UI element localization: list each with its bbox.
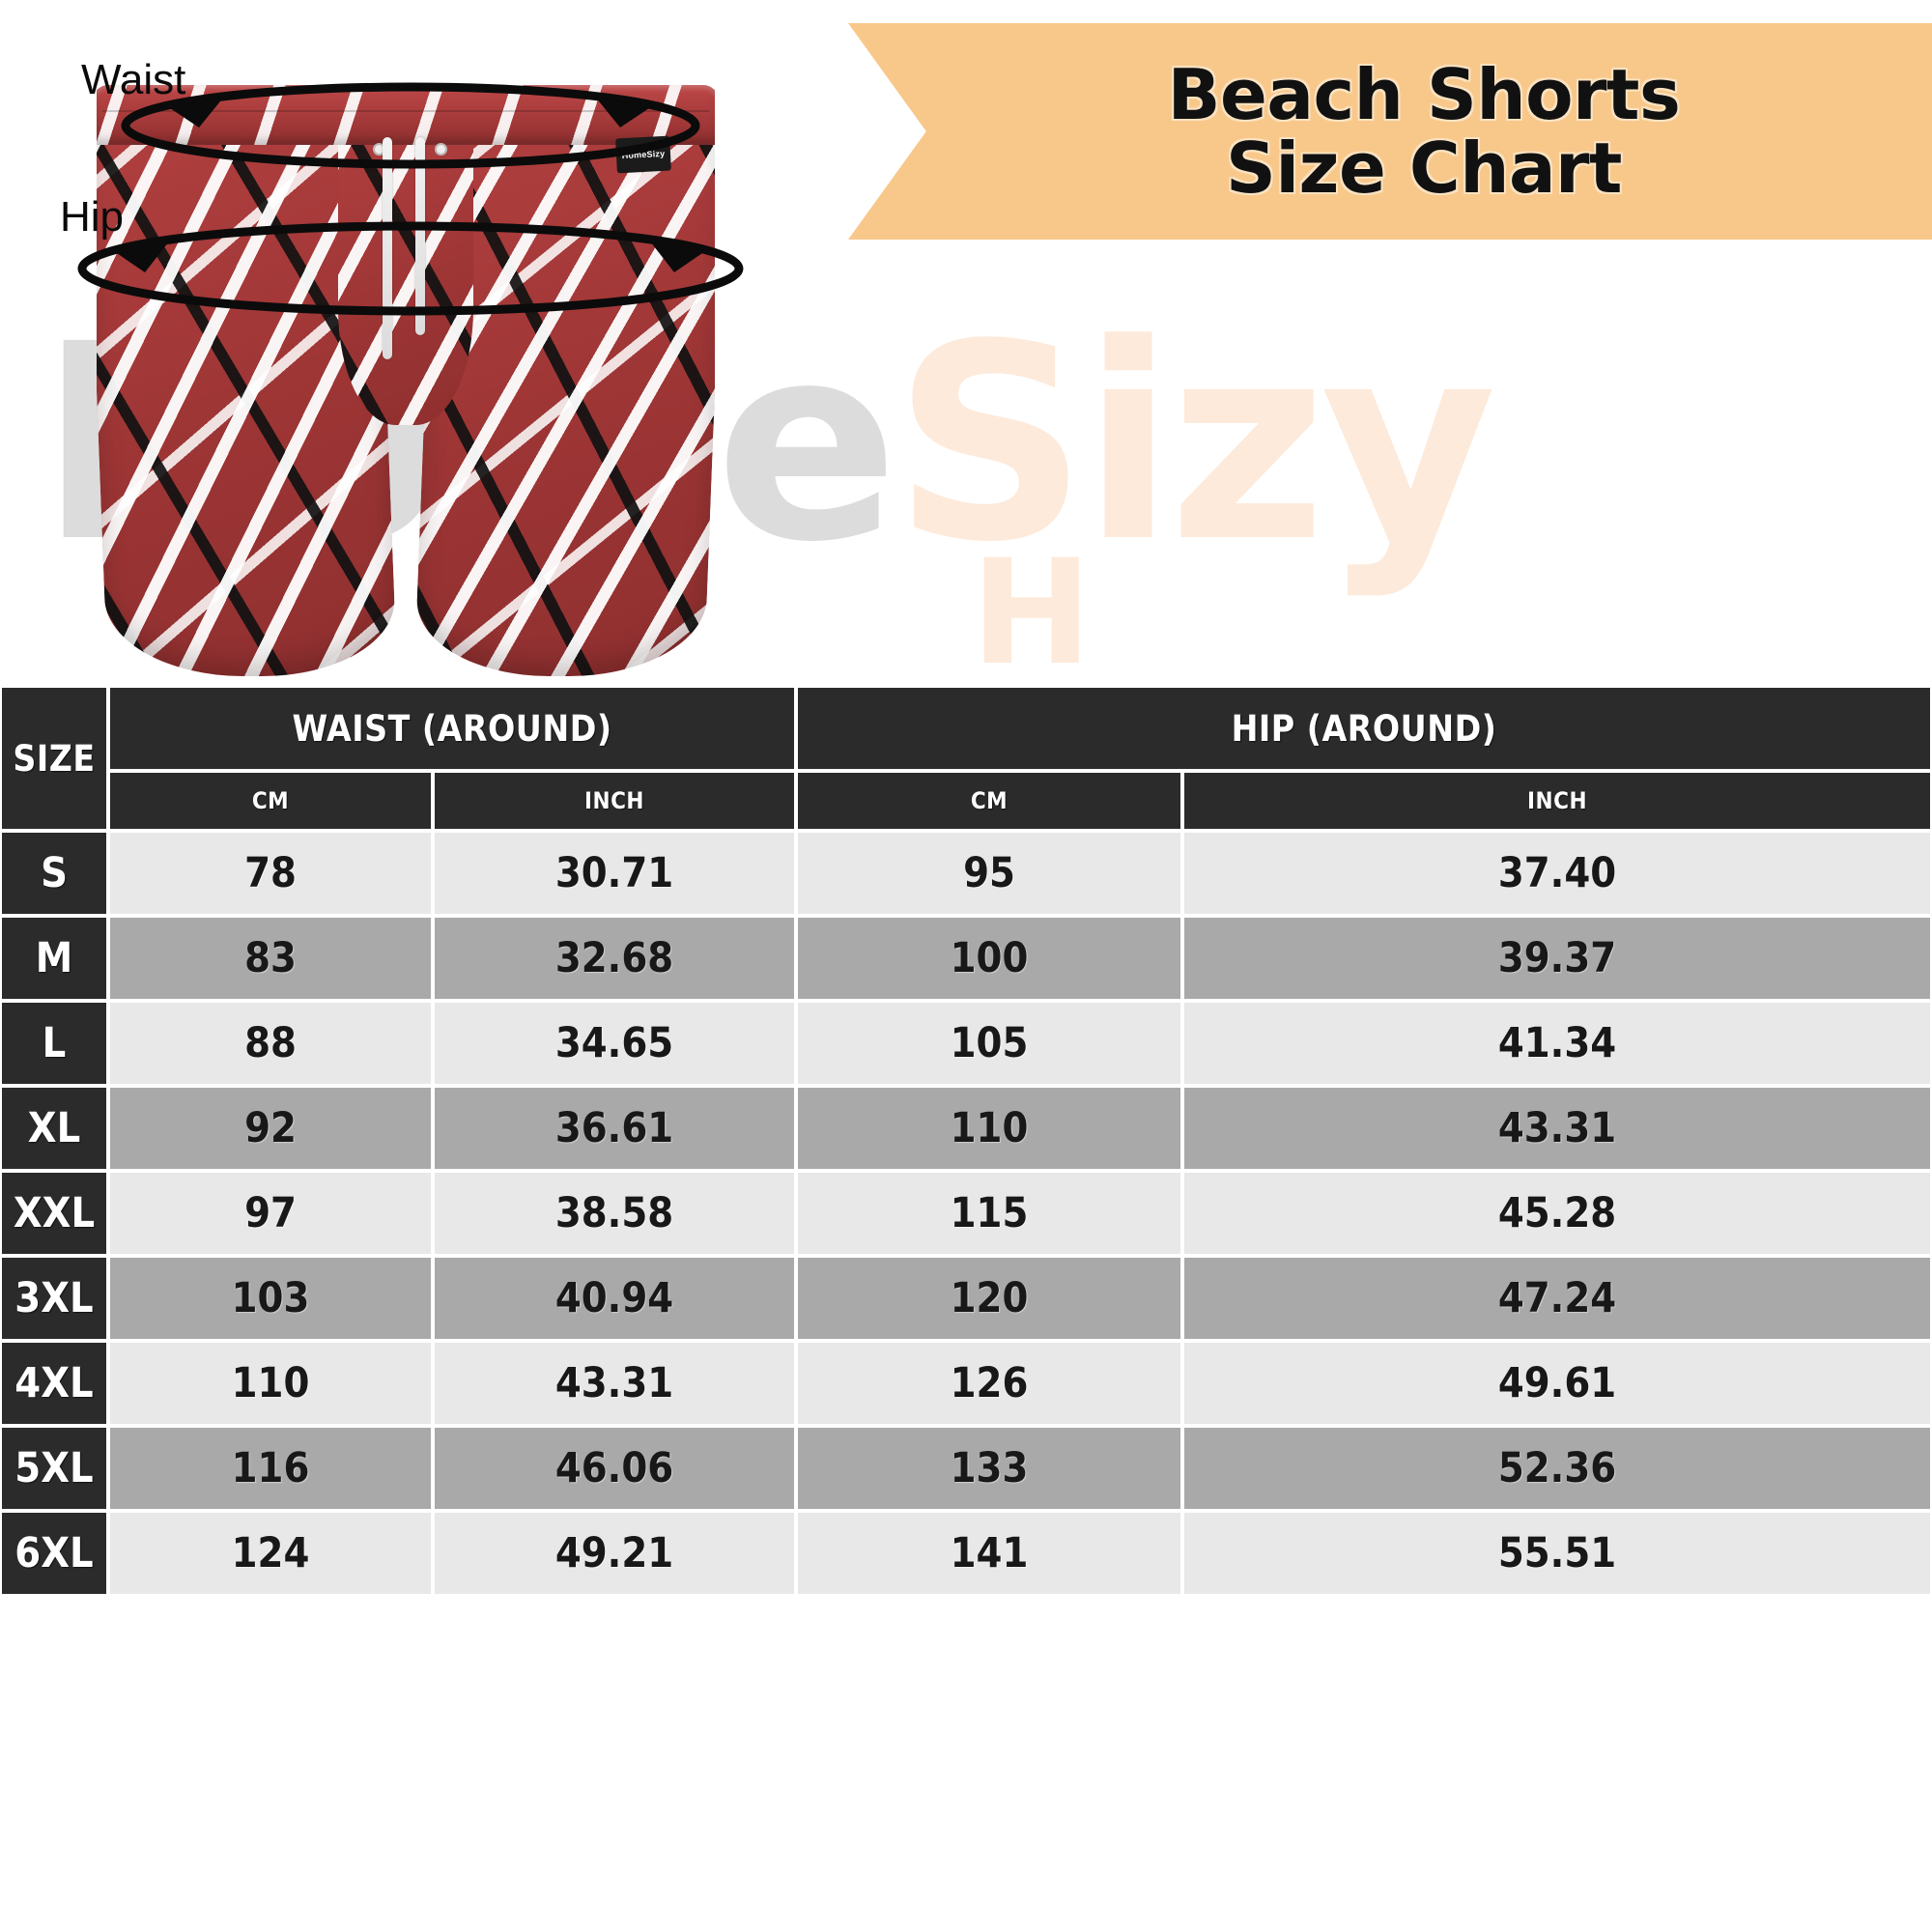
row-size-cell: M xyxy=(0,916,108,1001)
header-hip-inch: INCH xyxy=(1182,771,1932,831)
drawstring-eyelet-left xyxy=(373,143,385,156)
row-hip-inch-cell: 39.37 xyxy=(1182,916,1932,1001)
table-body: S 78 30.71 95 37.40 M 83 32.68 100 39.37 L 88 34.65 1… xyxy=(0,831,1932,1596)
row-waist-cm-cell: 110 xyxy=(108,1341,433,1426)
row-hip-cm-cell: 126 xyxy=(796,1341,1182,1426)
row-size-cell: S xyxy=(0,831,108,916)
header-group-hip: HIP (AROUND) xyxy=(796,686,1932,771)
table-row: M 83 32.68 100 39.37 xyxy=(0,916,1932,1001)
row-hip-cm-cell: 120 xyxy=(796,1256,1182,1341)
row-size-cell: 5XL xyxy=(0,1426,108,1511)
measurement-loops xyxy=(77,82,744,316)
row-waist-cm-cell: 97 xyxy=(108,1171,433,1256)
row-hip-inch-cell: 37.40 xyxy=(1182,831,1932,916)
row-waist-inch-cell: 43.31 xyxy=(433,1341,796,1426)
drawstring-eyelet-right xyxy=(435,143,447,156)
table-row: S 78 30.71 95 37.40 xyxy=(0,831,1932,916)
table-row: XXL 97 38.58 115 45.28 xyxy=(0,1171,1932,1256)
row-hip-inch-cell: 41.34 xyxy=(1182,1001,1932,1086)
row-waist-cm-cell: 124 xyxy=(108,1511,433,1596)
row-waist-cm-cell: 116 xyxy=(108,1426,433,1511)
row-hip-inch-cell: 43.31 xyxy=(1182,1086,1932,1171)
table-header-unit-row: CM INCH CM INCH xyxy=(0,771,1932,831)
row-waist-inch-cell: 40.94 xyxy=(433,1256,796,1341)
table-row: 6XL 124 49.21 141 55.51 xyxy=(0,1511,1932,1596)
title-line-1: Beach Shorts xyxy=(1167,53,1681,135)
table-row: L 88 34.65 105 41.34 xyxy=(0,1001,1932,1086)
waist-label: Waist xyxy=(81,56,186,103)
row-hip-cm-cell: 115 xyxy=(796,1171,1182,1256)
row-waist-inch-cell: 32.68 xyxy=(433,916,796,1001)
table-row: 5XL 116 46.06 133 52.36 xyxy=(0,1426,1932,1511)
row-waist-cm-cell: 103 xyxy=(108,1256,433,1341)
row-hip-inch-cell: 45.28 xyxy=(1182,1171,1932,1256)
row-waist-inch-cell: 30.71 xyxy=(433,831,796,916)
row-waist-cm-cell: 83 xyxy=(108,916,433,1001)
row-waist-inch-cell: 38.58 xyxy=(433,1171,796,1256)
row-hip-inch-cell: 52.36 xyxy=(1182,1426,1932,1511)
header-waist-inch: INCH xyxy=(433,771,796,831)
row-waist-cm-cell: 78 xyxy=(108,831,433,916)
row-size-cell: XL xyxy=(0,1086,108,1171)
header-hip-cm: CM xyxy=(796,771,1182,831)
hip-measure-loop xyxy=(77,221,744,316)
table-row: 4XL 110 43.31 126 49.61 xyxy=(0,1341,1932,1426)
row-waist-inch-cell: 34.65 xyxy=(433,1001,796,1086)
size-chart-table: SIZE WAIST (AROUND) HIP (AROUND) CM INCH… xyxy=(0,686,1932,1596)
table-row: 3XL 103 40.94 120 47.24 xyxy=(0,1256,1932,1341)
row-waist-inch-cell: 49.21 xyxy=(433,1511,796,1596)
row-size-cell: L xyxy=(0,1001,108,1086)
product-illustration: HomeSizy Waist Hip xyxy=(0,0,850,696)
header-waist-cm: CM xyxy=(108,771,433,831)
row-hip-cm-cell: 95 xyxy=(796,831,1182,916)
row-size-cell: 6XL xyxy=(0,1511,108,1596)
row-hip-inch-cell: 55.51 xyxy=(1182,1511,1932,1596)
table-head: SIZE WAIST (AROUND) HIP (AROUND) CM INCH… xyxy=(0,686,1932,831)
waist-measure-loop xyxy=(121,82,700,169)
row-hip-cm-cell: 133 xyxy=(796,1426,1182,1511)
row-size-cell: 4XL xyxy=(0,1341,108,1426)
row-hip-inch-cell: 47.24 xyxy=(1182,1256,1932,1341)
row-hip-cm-cell: 105 xyxy=(796,1001,1182,1086)
watermark-sizy-text: Sizy xyxy=(893,287,1496,602)
drawstring-cord-left xyxy=(383,137,392,359)
row-hip-inch-cell: 49.61 xyxy=(1182,1341,1932,1426)
row-hip-cm-cell: 100 xyxy=(796,916,1182,1001)
table-header-group-row: SIZE WAIST (AROUND) HIP (AROUND) xyxy=(0,686,1932,831)
row-waist-inch-cell: 46.06 xyxy=(433,1426,796,1511)
title-ribbon: Beach Shorts Size Chart xyxy=(848,23,1932,240)
hip-label: Hip xyxy=(60,193,125,241)
row-waist-cm-cell: 88 xyxy=(108,1001,433,1086)
title-line-2: Size Chart xyxy=(1226,128,1622,209)
watermark-logo-mark: H xyxy=(971,529,1093,697)
row-hip-cm-cell: 141 xyxy=(796,1511,1182,1596)
row-hip-cm-cell: 110 xyxy=(796,1086,1182,1171)
drawstring-cord-right xyxy=(415,137,425,335)
row-size-cell: 3XL xyxy=(0,1256,108,1341)
row-size-cell: XXL xyxy=(0,1171,108,1256)
header-size: SIZE xyxy=(0,686,108,831)
header-group-waist: WAIST (AROUND) xyxy=(108,686,796,771)
row-waist-inch-cell: 36.61 xyxy=(433,1086,796,1171)
row-waist-cm-cell: 92 xyxy=(108,1086,433,1171)
table-row: XL 92 36.61 110 43.31 xyxy=(0,1086,1932,1171)
